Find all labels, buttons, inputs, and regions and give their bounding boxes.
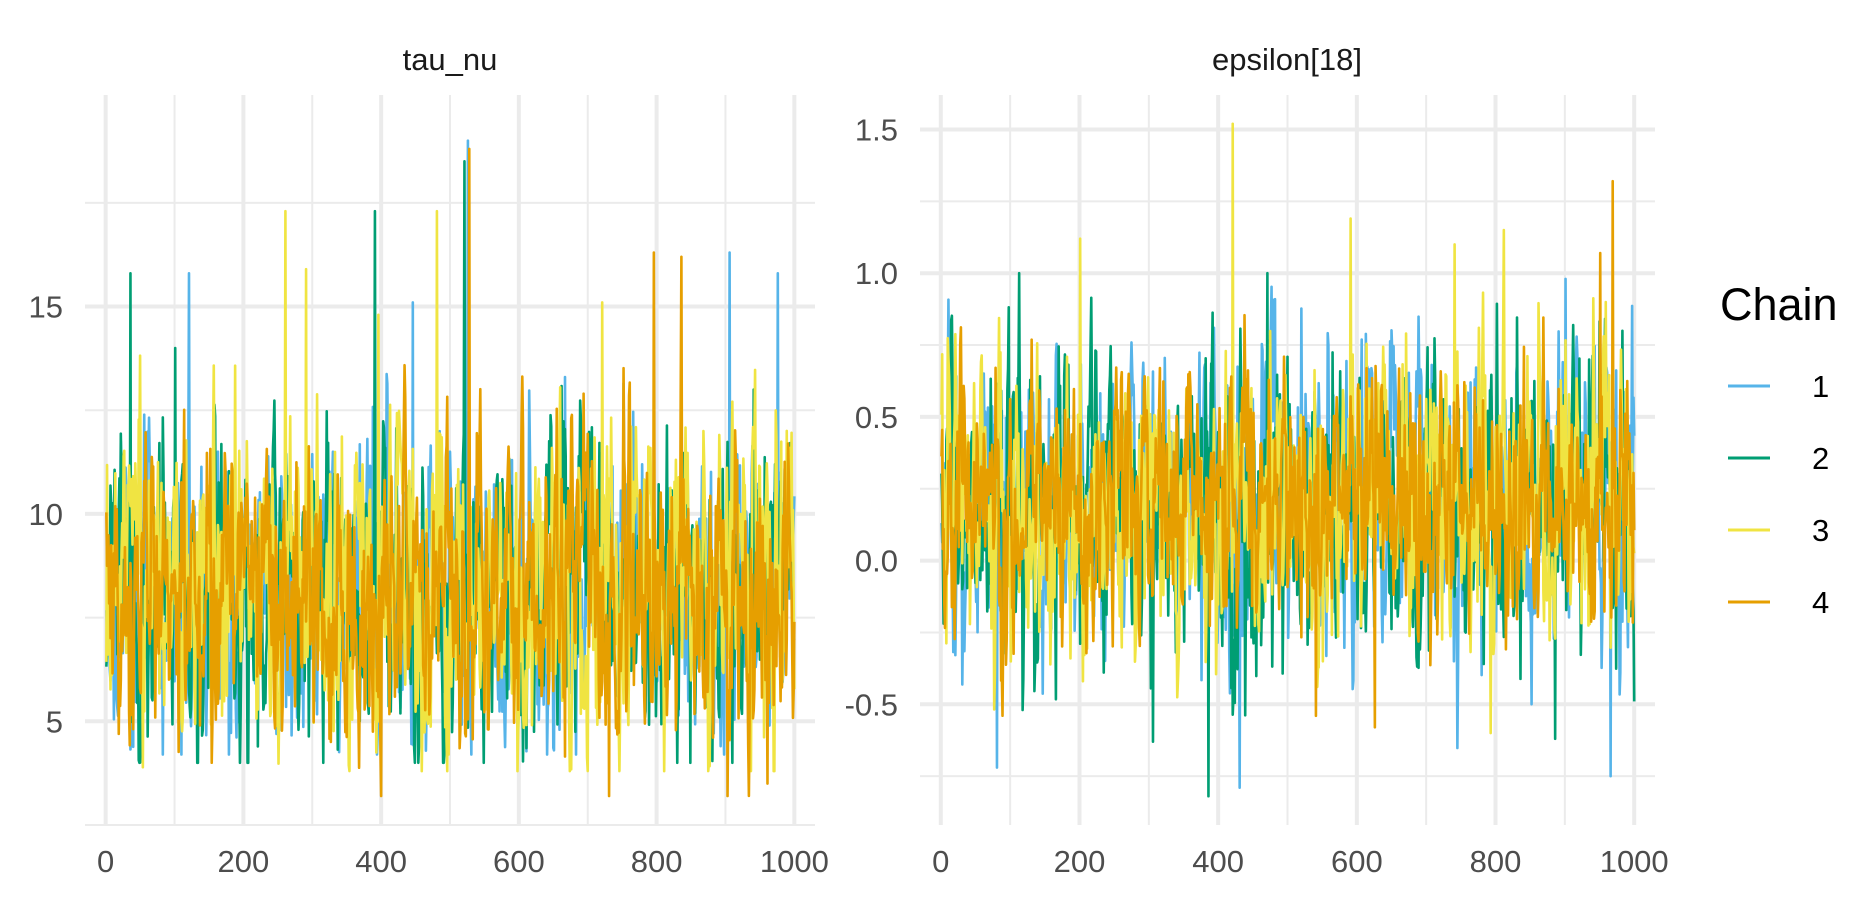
x-tick-label: 400 [355,844,407,879]
legend-item-3: 3 [1728,513,1829,548]
y-tick-label: -0.5 [845,687,898,722]
x-tick-label: 0 [97,844,114,879]
y-tick-label: 1.0 [855,256,898,291]
panel-epsilon-18-y-tick-labels: -0.5 0.0 0.5 1.0 1.5 [845,112,898,722]
panel-tau-nu-x-tick-labels: 0 200 400 600 800 1000 [97,844,829,879]
legend-item-2: 2 [1728,441,1829,476]
legend-item-1: 1 [1728,369,1829,404]
y-tick-label: 15 [29,290,63,325]
panel-tau-nu-series [105,139,796,798]
y-tick-label: 5 [46,704,63,739]
x-tick-label: 1000 [1600,844,1669,879]
y-tick-label: 0.5 [855,400,898,435]
panel-epsilon-18-x-tick-labels: 0 200 400 600 800 1000 [932,844,1669,879]
panel-epsilon-18-series [940,122,1636,798]
panel-title-epsilon-18: epsilon[18] [1212,42,1362,77]
x-tick-label: 800 [1470,844,1522,879]
x-tick-label: 600 [493,844,545,879]
x-tick-label: 600 [1331,844,1383,879]
panel-epsilon-18: epsilon[18] -0.5 0.0 0.5 1.0 1.5 0 200 4… [845,42,1669,879]
y-tick-label: 0.0 [855,544,898,579]
trace-line-chain-4 [940,179,1636,729]
legend-label: 3 [1812,513,1829,548]
legend: Chain 1 2 3 4 [1720,279,1838,620]
y-tick-label: 1.5 [855,112,898,147]
panel-tau-nu: tau_nu 5 10 15 0 200 400 600 800 1000 [29,42,829,879]
legend-label: 1 [1812,369,1829,404]
x-tick-label: 800 [631,844,683,879]
legend-label: 4 [1812,585,1829,620]
legend-item-4: 4 [1728,585,1829,620]
trace-line-chain-4 [105,147,796,798]
legend-title: Chain [1720,279,1838,330]
x-tick-label: 200 [218,844,270,879]
y-tick-label: 10 [29,497,63,532]
x-tick-label: 200 [1054,844,1106,879]
x-tick-label: 0 [932,844,949,879]
x-tick-label: 400 [1192,844,1244,879]
x-tick-label: 1000 [760,844,829,879]
panel-title-tau-nu: tau_nu [403,42,498,77]
panel-tau-nu-y-tick-labels: 5 10 15 [29,290,63,740]
legend-label: 2 [1812,441,1829,476]
